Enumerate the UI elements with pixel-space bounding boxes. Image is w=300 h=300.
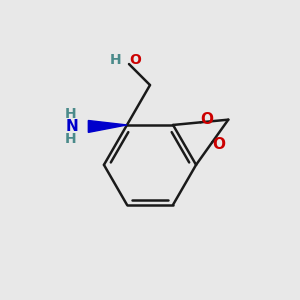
Text: H: H — [110, 52, 122, 67]
Polygon shape — [88, 121, 127, 132]
Text: O: O — [201, 112, 214, 128]
Text: H: H — [65, 132, 76, 146]
Text: N: N — [66, 119, 78, 134]
Text: H: H — [65, 107, 76, 121]
Text: O: O — [129, 52, 141, 67]
Text: O: O — [212, 137, 225, 152]
